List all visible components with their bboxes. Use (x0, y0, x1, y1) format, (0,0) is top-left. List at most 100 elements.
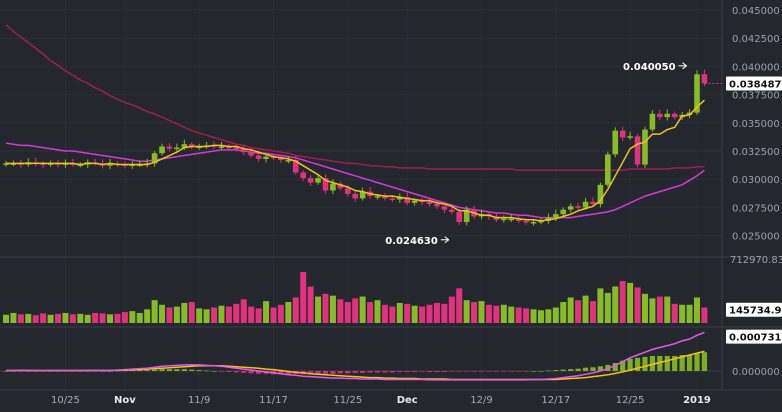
volume-bar (575, 300, 582, 323)
macd-zero-label: 0.000000 (732, 367, 780, 378)
candle-body (523, 220, 529, 223)
candle-body (315, 178, 321, 183)
volume-bar (367, 302, 374, 323)
volume-bar (589, 301, 596, 323)
candle-body (159, 146, 165, 154)
volume-bar (649, 298, 656, 323)
candle-body (70, 163, 76, 165)
volume-bar (597, 288, 604, 323)
ma-mid-path (5, 142, 705, 219)
macd-histogram-bar (315, 371, 321, 374)
volume-bar (426, 304, 433, 323)
macd-histogram-bar (226, 371, 232, 372)
macd-histogram-bar (374, 371, 381, 373)
volume-bar (144, 309, 151, 323)
volume-bar (315, 296, 322, 323)
candle-body (411, 200, 418, 203)
volume-bar (448, 296, 455, 323)
volume-bar (62, 312, 69, 323)
candles (3, 69, 708, 226)
candle-body (701, 74, 708, 84)
candle-body (456, 211, 463, 223)
macd-histogram-bar (560, 369, 566, 371)
volume-bar (530, 309, 537, 323)
candle-body (3, 163, 9, 165)
volume-bar (121, 312, 128, 323)
macd-histogram-bar (367, 371, 373, 373)
candle-body (575, 206, 581, 208)
volume-tag-box (726, 302, 782, 317)
macd-histogram-bar (486, 371, 492, 372)
volume-bar (389, 306, 396, 323)
axes: 0.045000 0.042500 0.040000 0.037500 0.035000… (51, 6, 782, 406)
volume-bar (619, 281, 626, 323)
volume-bar (441, 303, 448, 323)
macd-histogram-bar (189, 369, 195, 371)
macd-histogram-bar (159, 369, 165, 371)
macd-histogram-bar (456, 371, 462, 372)
macd-histogram-bar (508, 371, 514, 372)
macd-histogram-bar (3, 371, 9, 372)
volume-bar (523, 308, 530, 323)
volume-bar (99, 313, 106, 323)
macd-histogram-bar (694, 353, 700, 371)
date-label: 12/9 (470, 395, 492, 406)
date-label: Dec (397, 395, 418, 406)
macd-histogram-bar (144, 370, 150, 371)
macd-histogram-bar (612, 363, 618, 371)
candle-body (218, 146, 225, 148)
volume-bar (10, 312, 17, 323)
macd-histogram-bar (426, 371, 433, 372)
macd-histogram-bar (285, 371, 291, 375)
volume-bar (352, 298, 359, 323)
volume-bar (263, 301, 270, 323)
candle-body (359, 191, 366, 199)
volume-bar (77, 313, 84, 323)
volume-bar (40, 313, 47, 323)
date-label: Nov (114, 395, 136, 406)
macd-histogram-bar (627, 358, 633, 371)
candle-body (560, 209, 567, 215)
volume-bar (419, 306, 426, 323)
macd-histogram-bar (382, 371, 388, 373)
price-tag-label: 0.038487 (729, 79, 782, 90)
volume-bar (55, 313, 62, 323)
candle-body (255, 155, 262, 159)
volume-bar (604, 292, 611, 323)
volume-bar (218, 305, 225, 323)
macd-histogram-bar (345, 371, 351, 374)
volume-bar (151, 300, 158, 323)
candle-body (18, 163, 24, 165)
macd-histogram-bar (174, 369, 180, 371)
candle-body (419, 200, 425, 203)
volume-bar (107, 314, 114, 323)
volume-bar (136, 312, 143, 323)
candle-body (136, 164, 143, 167)
volume-bar (47, 314, 54, 323)
price-tick-label: 0.037500 (732, 91, 780, 102)
candle-body (233, 147, 240, 150)
candle-body (627, 136, 633, 138)
macd-histogram-bar (99, 371, 106, 372)
candle-body (463, 209, 470, 223)
price-tick-label: 0.027500 (732, 203, 780, 214)
macd-histogram-bar (33, 371, 39, 372)
volume-bar (411, 305, 418, 323)
volume-bar (203, 309, 210, 323)
candle-body (686, 112, 693, 115)
volume-bar (233, 303, 240, 323)
volume-bar (693, 297, 700, 323)
volume-bar (656, 296, 663, 323)
candle-body (337, 183, 344, 189)
macd-histogram-bar (634, 357, 641, 371)
candle-body (62, 163, 69, 165)
volume-bar (329, 295, 336, 323)
candle-body (612, 130, 619, 155)
candle-body (278, 157, 284, 161)
extreme-value-label: 0.040050 (623, 62, 676, 73)
candle-body (389, 198, 396, 200)
macd-histogram-bar (55, 371, 61, 372)
macd-histogram-bar (590, 367, 596, 371)
candle-body (47, 163, 54, 165)
